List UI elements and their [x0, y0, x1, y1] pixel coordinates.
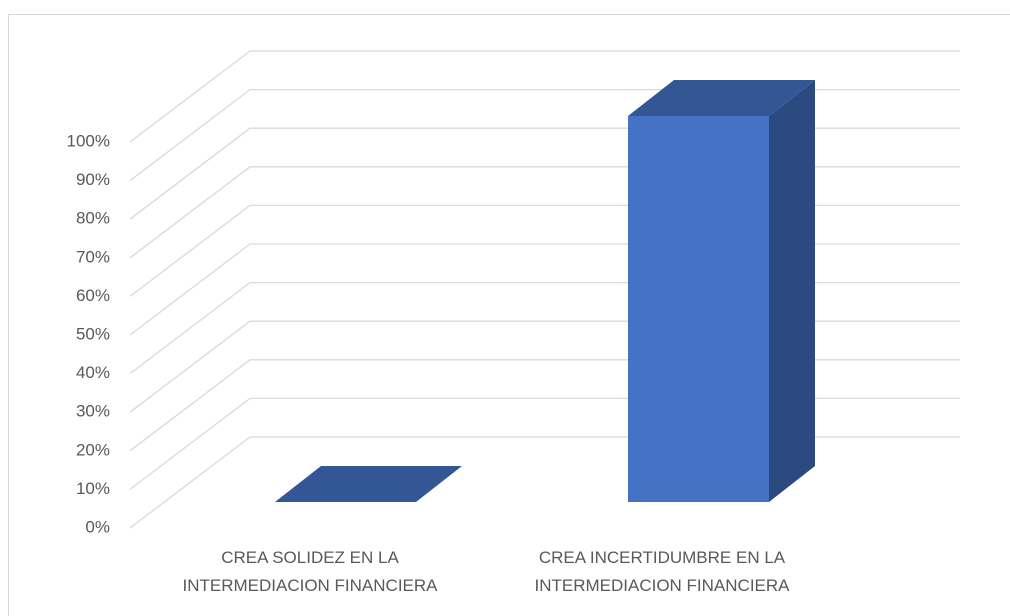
- y-tick-label: 10%: [76, 479, 110, 498]
- y-tick-label: 100%: [67, 131, 110, 150]
- chart-border: [8, 14, 1010, 616]
- bar-top: [628, 80, 815, 116]
- y-tick-label: 20%: [76, 440, 110, 459]
- grid-line: [129, 436, 960, 529]
- bar-top: [275, 466, 462, 502]
- y-tick-label: 60%: [76, 286, 110, 305]
- y-tick-label: 0%: [85, 517, 110, 536]
- x-tick-label: CREA INCERTIDUMBRE EN LA INTERMEDIACION …: [534, 548, 790, 595]
- x-tick-label: CREA SOLIDEZ EN LA INTERMEDIACION FINANC…: [182, 548, 438, 595]
- y-tick-label: 80%: [76, 209, 110, 228]
- y-tick-label: 50%: [76, 324, 110, 343]
- bar-front: [628, 116, 769, 502]
- y-tick-label: 30%: [76, 402, 110, 421]
- y-tick-label: 70%: [76, 247, 110, 266]
- bar-side: [769, 80, 815, 502]
- y-tick-label: 90%: [76, 170, 110, 189]
- grid-line: [129, 397, 960, 490]
- y-tick-label: 40%: [76, 363, 110, 382]
- grid-line: [129, 50, 960, 143]
